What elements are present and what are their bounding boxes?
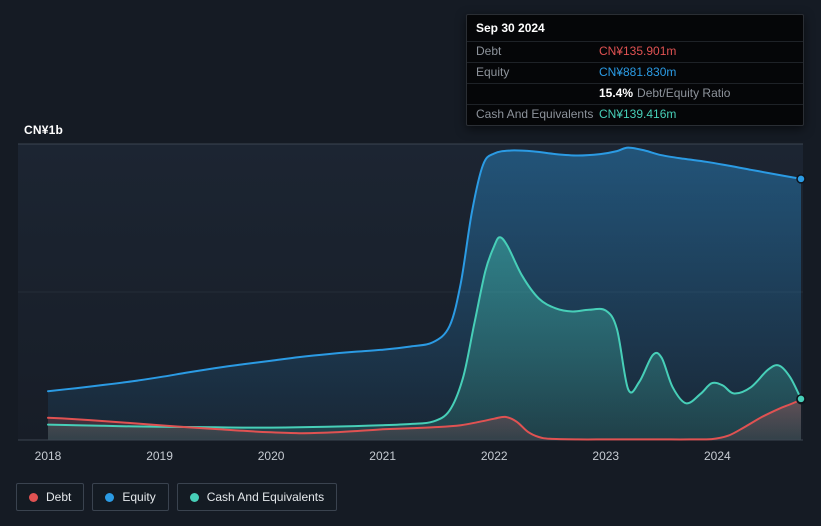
- tooltip-equity-label: Equity: [476, 65, 510, 79]
- tooltip-ratio-value-group: 15.4% Debt/Equity Ratio: [599, 86, 730, 101]
- equity-series-dot-icon: [105, 492, 115, 502]
- x-axis: 2018 2019 2020 2021 2022 2023 2024: [0, 449, 821, 465]
- cash-series-dot-icon: [189, 492, 199, 502]
- x-tick-2022: 2022: [480, 449, 508, 463]
- tooltip-cash-value: CN¥139.416m: [599, 107, 677, 121]
- legend-equity-label: Equity: [122, 490, 156, 504]
- x-tick-2018: 2018: [34, 449, 62, 463]
- legend-item-equity[interactable]: Equity: [92, 483, 169, 511]
- tooltip-ratio-percent: 15.4%: [599, 86, 634, 100]
- tooltip-debt-row: Debt CN¥135.901m: [467, 41, 803, 62]
- tooltip-debt-label: Debt: [476, 44, 502, 58]
- debt-series-dot-icon: [29, 492, 38, 502]
- chart-legend: Debt Equity Cash And Equivalents: [16, 483, 338, 511]
- tooltip-cash-row: Cash And Equivalents CN¥139.416m: [467, 104, 803, 125]
- tooltip-ratio-label: Debt/Equity Ratio: [637, 86, 731, 100]
- legend-item-debt[interactable]: Debt: [16, 483, 85, 511]
- legend-cash-label: Cash And Equivalents: [206, 490, 325, 504]
- tooltip-equity-value: CN¥881.830m: [599, 65, 677, 79]
- y-axis-label-max: CN¥1b: [24, 123, 64, 137]
- x-tick-2024: 2024: [703, 449, 731, 463]
- tooltip-ratio-row: 15.4% Debt/Equity Ratio: [467, 83, 803, 104]
- x-tick-2019: 2019: [146, 449, 173, 463]
- tooltip-equity-row: Equity CN¥881.830m: [467, 62, 803, 83]
- tooltip-debt-value: CN¥135.901m: [599, 44, 677, 58]
- chart-tooltip: Sep 30 2024 Debt CN¥135.901m Equity CN¥8…: [466, 14, 804, 126]
- x-tick-2023: 2023: [592, 449, 620, 463]
- x-tick-2021: 2021: [369, 449, 396, 463]
- tooltip-cash-label: Cash And Equivalents: [476, 107, 594, 121]
- tooltip-date: Sep 30 2024: [476, 21, 545, 35]
- x-tick-2020: 2020: [257, 449, 285, 463]
- legend-item-cash[interactable]: Cash And Equivalents: [176, 483, 338, 511]
- legend-debt-label: Debt: [46, 490, 72, 504]
